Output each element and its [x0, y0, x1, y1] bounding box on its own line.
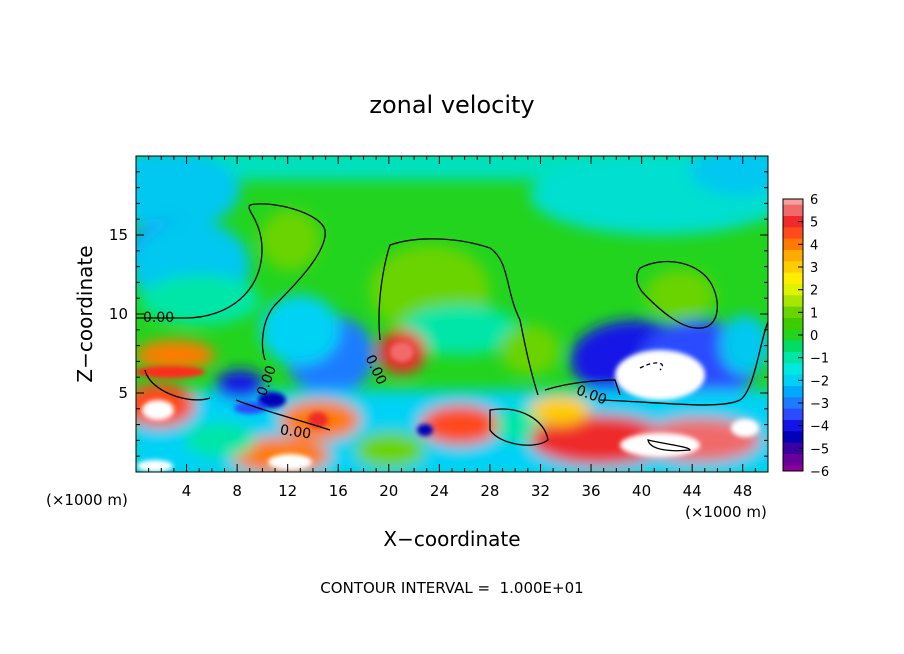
- x-tick-label: 8: [232, 482, 242, 500]
- colorbar-tick-label: 1: [810, 306, 818, 321]
- colorbar-swatch: [783, 386, 803, 398]
- y-tick-label: 5: [118, 384, 128, 402]
- colorbar-swatch: [783, 329, 803, 342]
- x-tick-label: 44: [683, 482, 702, 500]
- colorbar-swatch: [783, 454, 803, 466]
- contour-interval-note: CONTOUR INTERVAL = 1.000E+01: [320, 579, 583, 597]
- colorbar-tick-label: 6: [810, 193, 818, 208]
- colorbar-swatch: [783, 352, 803, 364]
- colorbar-swatch: [783, 408, 803, 421]
- colorbar-swatch: [783, 284, 803, 296]
- y-tick-label: 10: [109, 305, 128, 323]
- colorbar-tick-label: 3: [810, 261, 818, 276]
- x-tick-label: 48: [733, 482, 752, 500]
- x-tick-label: 20: [379, 482, 398, 500]
- x-tick-label: 36: [581, 482, 600, 500]
- x-tick-label: 4: [182, 482, 192, 500]
- colorbar-swatch: [783, 199, 803, 206]
- colorbar-swatch: [783, 261, 803, 274]
- colorbar-swatch: [783, 340, 803, 353]
- colorbar-swatch: [783, 374, 803, 387]
- y-axis-label: Z−coordinate: [73, 245, 97, 382]
- colorbar-swatch: [783, 363, 803, 376]
- x-tick-label: 40: [632, 482, 651, 500]
- colorbar-tick-label: −1: [810, 352, 829, 367]
- colorbar-swatch: [783, 442, 803, 455]
- x-tick-label: 32: [531, 482, 550, 500]
- colorbar-swatch: [783, 420, 803, 432]
- x-axis: 4 8 12 16 20 24 28 32 36 40 44 48: [135, 156, 769, 500]
- colorbar-swatch: [783, 272, 803, 285]
- colorbar-swatch: [783, 250, 803, 262]
- colorbar-swatch: [783, 397, 803, 410]
- colorbar-swatch: [783, 465, 803, 472]
- colorbar: 6 5 4 3 2 1 0 −1 −2 −3 −4 −5 −6: [782, 193, 829, 480]
- colorbar-tick-label: 4: [810, 238, 818, 253]
- colorbar-tick-label: −2: [810, 374, 829, 389]
- colorbar-tick-label: −6: [810, 465, 829, 480]
- x-tick-label: 28: [480, 482, 499, 500]
- colorbar-tick-label: −5: [810, 442, 829, 457]
- colorbar-swatch: [783, 431, 803, 444]
- x-tick-label: 16: [329, 482, 348, 500]
- heatmap-field: [136, 156, 768, 472]
- colorbar-tick-label: −3: [810, 397, 829, 412]
- colorbar-tick-label: 5: [810, 216, 818, 231]
- y-axis: 5 10 15: [109, 155, 768, 473]
- colorbar-swatch: [783, 318, 803, 330]
- colorbar-swatch: [783, 238, 803, 251]
- contour-label: 0.00: [143, 310, 174, 326]
- chart-title: zonal velocity: [369, 91, 534, 119]
- y-tick-label: 15: [109, 226, 128, 244]
- x-tick-label: 24: [430, 482, 449, 500]
- x-unit-right: (×1000 m): [685, 503, 767, 521]
- contour-label: 0.00: [279, 422, 312, 442]
- x-unit-left: (×1000 m): [46, 491, 128, 509]
- x-axis-label: X−coordinate: [383, 527, 520, 551]
- colorbar-swatch: [783, 227, 803, 240]
- colorbar-swatch: [783, 306, 803, 319]
- zero-contours: [136, 203, 768, 452]
- colorbar-swatch: [783, 295, 803, 308]
- colorbar-swatch: [783, 204, 803, 217]
- colorbar-tick-label: −4: [810, 420, 829, 435]
- colorbar-tick-label: 0: [810, 329, 818, 344]
- colorbar-swatch: [783, 216, 803, 228]
- colorbar-tick-label: 2: [810, 284, 818, 299]
- x-tick-label: 12: [278, 482, 297, 500]
